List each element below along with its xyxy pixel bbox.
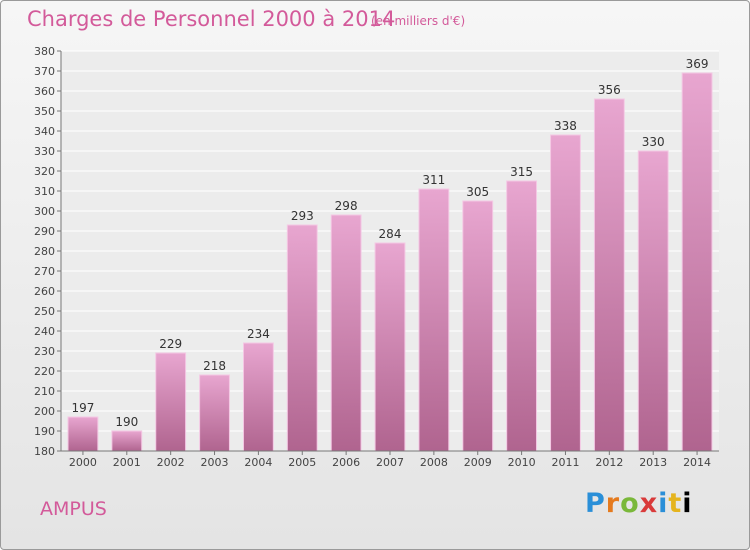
bars bbox=[67, 72, 713, 452]
y-tick-label: 230 bbox=[34, 345, 55, 358]
y-tick-label: 360 bbox=[34, 85, 55, 98]
bar-2011 bbox=[550, 134, 581, 452]
y-tick-label: 200 bbox=[34, 405, 55, 418]
bar-2000 bbox=[67, 416, 99, 452]
x-tick-label-2005: 2005 bbox=[288, 456, 316, 469]
y-tick-label: 210 bbox=[34, 385, 55, 398]
x-tick-label-2000: 2000 bbox=[69, 456, 97, 469]
bar-2012 bbox=[593, 98, 625, 452]
x-tick-label-2009: 2009 bbox=[464, 456, 492, 469]
x-tick-label-2008: 2008 bbox=[420, 456, 448, 469]
y-tick-label: 300 bbox=[34, 205, 55, 218]
data-label-2014: 369 bbox=[686, 57, 709, 71]
bar-2007 bbox=[374, 242, 406, 452]
bar-2014 bbox=[681, 72, 713, 452]
proxiti-logo: Proxiti bbox=[585, 488, 693, 519]
chart-title: Charges de Personnel 2000 à 2014 bbox=[27, 7, 396, 31]
x-axis: 2000 2001 2002 2003 2004 2005 2006 2007 2008 2009… bbox=[61, 450, 719, 469]
data-label-2011: 338 bbox=[554, 119, 577, 133]
data-label-2006: 298 bbox=[335, 199, 358, 213]
y-tick-label: 250 bbox=[34, 305, 55, 318]
y-tick-label: 270 bbox=[34, 265, 55, 278]
y-tick-label: 320 bbox=[34, 165, 55, 178]
data-label-2012: 356 bbox=[598, 83, 621, 97]
y-tick-label: 340 bbox=[34, 125, 55, 138]
y-tick-label: 330 bbox=[34, 145, 55, 158]
data-labels: 197 190 229 218 234 293 298 284 311 305 315 338 356 3… bbox=[71, 57, 708, 429]
x-tick-label-2002: 2002 bbox=[157, 456, 185, 469]
x-tick-label-2014: 2014 bbox=[683, 456, 711, 469]
data-label-2002: 229 bbox=[159, 337, 182, 351]
data-label-2008: 311 bbox=[422, 173, 445, 187]
place-name: AMPUS bbox=[40, 498, 107, 520]
x-tick-label-2013: 2013 bbox=[639, 456, 667, 469]
x-tick-label-2001: 2001 bbox=[113, 456, 141, 469]
data-label-2010: 315 bbox=[510, 165, 533, 179]
y-tick-label: 190 bbox=[34, 425, 55, 438]
x-tick-label-2003: 2003 bbox=[201, 456, 229, 469]
bar-2006 bbox=[330, 214, 362, 452]
bar-2003 bbox=[199, 374, 230, 452]
x-tick-label-2010: 2010 bbox=[508, 456, 536, 469]
bar-2002 bbox=[155, 352, 187, 452]
y-tick-label: 380 bbox=[34, 45, 55, 58]
y-tick-label: 180 bbox=[34, 445, 55, 458]
data-label-2005: 293 bbox=[291, 209, 314, 223]
x-tick-label-2011: 2011 bbox=[551, 456, 579, 469]
bar-2013 bbox=[637, 150, 669, 452]
y-axis: 180 190 200 210 220 230 240 250 260 270 280 290 300 3… bbox=[34, 45, 62, 458]
x-tick-label-2004: 2004 bbox=[244, 456, 272, 469]
data-label-2003: 218 bbox=[203, 359, 226, 373]
y-tick-label: 310 bbox=[34, 185, 55, 198]
data-label-2007: 284 bbox=[379, 227, 402, 241]
x-tick-label-2012: 2012 bbox=[595, 456, 623, 469]
bar-2001 bbox=[111, 430, 143, 452]
y-tick-label: 370 bbox=[34, 65, 55, 78]
x-tick-label-2007: 2007 bbox=[376, 456, 404, 469]
data-label-2013: 330 bbox=[642, 135, 665, 149]
bar-2004 bbox=[242, 342, 274, 452]
data-label-2009: 305 bbox=[466, 185, 489, 199]
y-tick-label: 260 bbox=[34, 285, 55, 298]
y-tick-label: 290 bbox=[34, 225, 55, 238]
y-tick-label: 240 bbox=[34, 325, 55, 338]
y-tick-label: 350 bbox=[34, 105, 55, 118]
bar-2009 bbox=[462, 200, 494, 452]
data-label-2004: 234 bbox=[247, 327, 270, 341]
x-tick-label-2006: 2006 bbox=[332, 456, 360, 469]
y-tick-label: 280 bbox=[34, 245, 55, 258]
data-label-2001: 190 bbox=[115, 415, 138, 429]
bar-2010 bbox=[506, 180, 538, 452]
bar-2008 bbox=[418, 188, 450, 452]
data-label-2000: 197 bbox=[71, 401, 94, 415]
chart-subtitle: (en milliers d'€) bbox=[371, 14, 466, 28]
y-tick-label: 220 bbox=[34, 365, 55, 378]
bar-2005 bbox=[286, 224, 318, 452]
